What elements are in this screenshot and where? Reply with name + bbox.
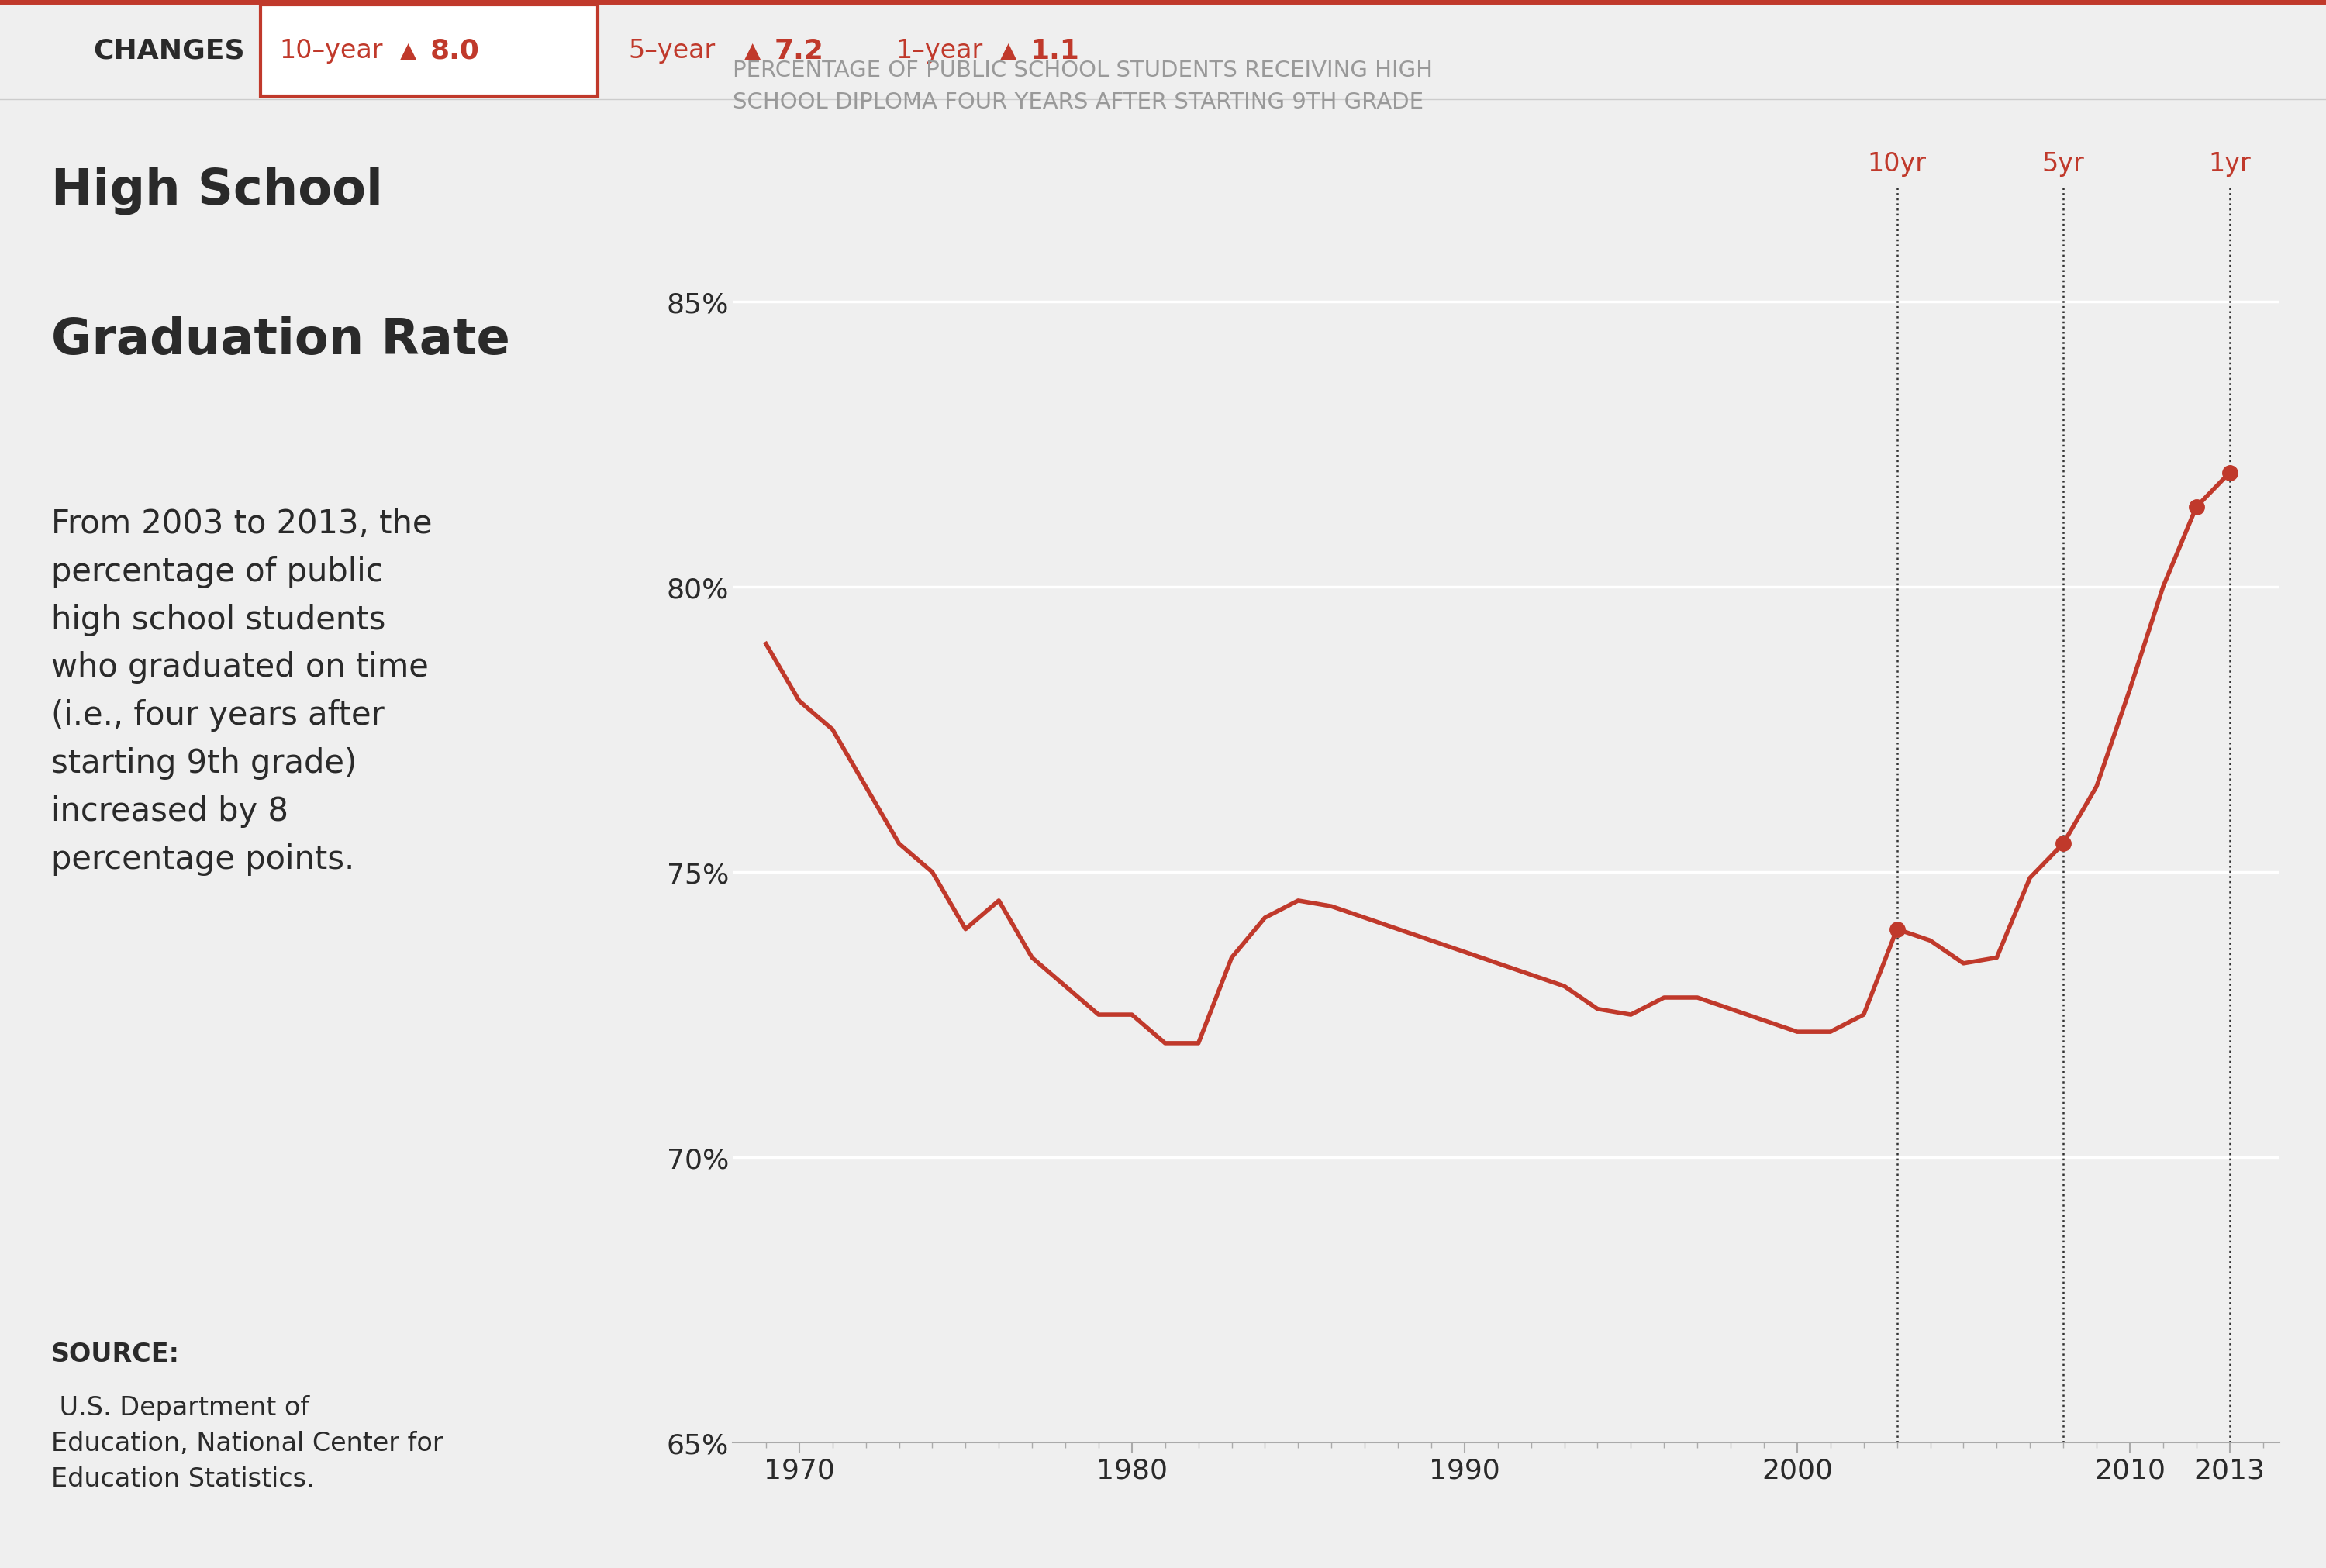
Text: U.S. Department of
Education, National Center for
Education Statistics.: U.S. Department of Education, National C…	[51, 1394, 444, 1491]
Text: From 2003 to 2013, the
percentage of public
high school students
who graduated o: From 2003 to 2013, the percentage of pub…	[51, 508, 433, 875]
Text: 1.1: 1.1	[1030, 38, 1079, 64]
Text: PERCENTAGE OF PUBLIC SCHOOL STUDENTS RECEIVING HIGH
SCHOOL DIPLOMA FOUR YEARS AF: PERCENTAGE OF PUBLIC SCHOOL STUDENTS REC…	[733, 60, 1433, 113]
Text: 8.0: 8.0	[430, 38, 479, 64]
Text: 5–year: 5–year	[628, 38, 714, 64]
Text: 1yr: 1yr	[2207, 151, 2252, 177]
Text: 10–year: 10–year	[279, 38, 381, 64]
Text: High School: High School	[51, 166, 384, 215]
Text: ▲: ▲	[400, 41, 416, 61]
Text: 10yr: 10yr	[1868, 151, 1926, 177]
Text: 7.2: 7.2	[775, 38, 823, 64]
Bar	[261, 5, 598, 97]
Text: 5yr: 5yr	[2042, 151, 2084, 177]
Text: 1–year: 1–year	[896, 38, 982, 64]
Text: CHANGES: CHANGES	[93, 38, 244, 64]
Text: Graduation Rate: Graduation Rate	[51, 317, 509, 364]
Text: ▲: ▲	[744, 41, 761, 61]
Text: SOURCE:: SOURCE:	[51, 1341, 179, 1367]
Text: ▲: ▲	[1000, 41, 1016, 61]
